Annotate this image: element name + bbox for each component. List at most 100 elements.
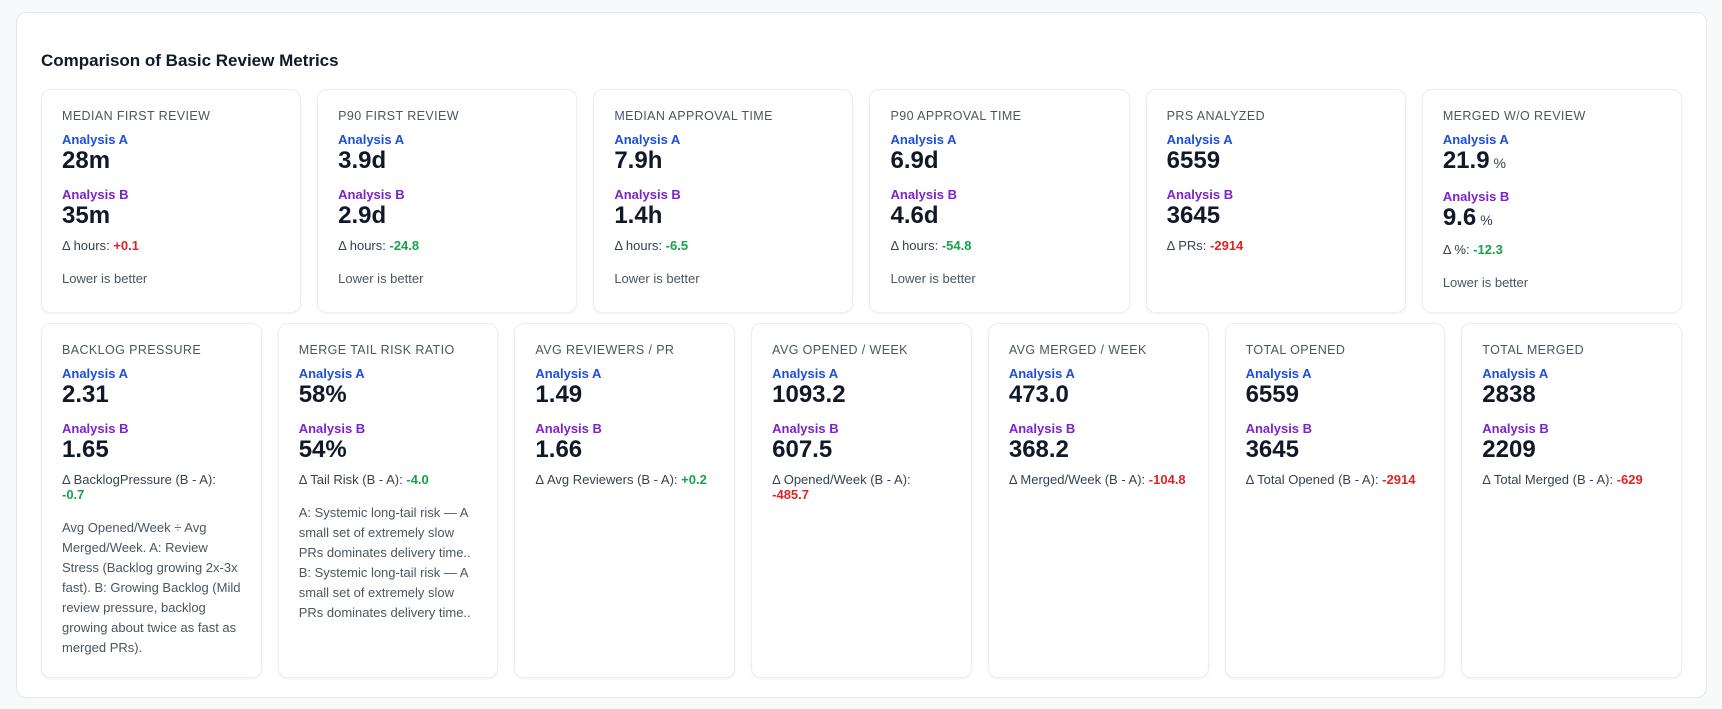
metric-label: TOTAL OPENED [1245, 343, 1346, 357]
analysis-b-label: Analysis B [1008, 421, 1076, 436]
delta-row: Δ BacklogPressure (B - A): -0.7 [62, 472, 241, 502]
metric-card: TOTAL MERGED Analysis A 2838 Analysis B 2209… [1461, 323, 1682, 678]
metric-label: PRS ANALYZED [1166, 109, 1266, 123]
analysis-b-label: Analysis B [1442, 189, 1510, 204]
analysis-a-value: 28m [62, 147, 280, 175]
value-text: 54% [298, 436, 347, 463]
analysis-a-value: 6559 [1246, 381, 1425, 409]
metric-label: AVG OPENED / WEEK [772, 343, 908, 357]
delta-value: +0.1 [113, 238, 140, 253]
metric-card: MEDIAN FIRST REVIEW Analysis A 28m Analysis… [41, 89, 302, 313]
value-text: 35m [62, 202, 111, 229]
analysis-a-label: Analysis A [62, 132, 128, 147]
analysis-a-label: Analysis A [1245, 366, 1312, 381]
value-text: 2838 [1482, 381, 1536, 408]
delta-row: Δ Tail Risk (B - A): -4.0 [299, 472, 478, 487]
analysis-a-value: 473.0 [1009, 381, 1188, 409]
value-text: 4.6d [890, 202, 939, 229]
analysis-b-value: 3645 [1167, 202, 1385, 230]
panel: Comparison of Basic Review Metrics MEDIA… [16, 12, 1707, 698]
metric-card: MEDIAN APPROVAL TIME Analysis A 7.9h Analys… [593, 89, 854, 313]
delta-row: Δ hours: -54.8 [890, 238, 1108, 253]
delta-row: Δ Avg Reviewers (B - A): +0.2 [535, 472, 714, 487]
delta-label: Δ PRs: [1166, 238, 1207, 253]
analysis-a-label: Analysis A [890, 132, 957, 147]
delta-value: +0.2 [681, 472, 707, 487]
metric-note: Lower is better [1442, 275, 1529, 290]
analysis-a-value: 1093.2 [772, 381, 951, 409]
metric-note: Lower is better [614, 271, 700, 286]
analysis-b-value: 607.5 [772, 436, 951, 464]
analysis-a-label: Analysis A [614, 132, 681, 147]
value-unit: % [1480, 212, 1493, 228]
analysis-b-label: Analysis B [1482, 421, 1549, 436]
delta-value: -4.0 [406, 472, 429, 487]
value-text: 1.49 [535, 381, 583, 408]
analysis-a-label: Analysis A [1008, 366, 1075, 381]
analysis-a-value: 2838 [1482, 381, 1661, 409]
value-text: 3645 [1245, 436, 1299, 463]
analysis-b-label: Analysis B [1166, 187, 1234, 202]
analysis-b-value: 9.6% [1443, 204, 1661, 234]
analysis-a-value: 21.9% [1443, 147, 1661, 177]
analysis-b-label: Analysis B [338, 187, 405, 202]
analysis-b-value: 1.4h [614, 202, 832, 230]
metric-row: BACKLOG PRESSURE Analysis A 2.31 Analysis B… [41, 323, 1682, 678]
value-text: 2.31 [62, 381, 109, 408]
delta-row: Δ hours: +0.1 [62, 238, 280, 253]
analysis-a-label: Analysis A [62, 366, 128, 381]
value-text: 1093.2 [772, 381, 846, 408]
metric-card: AVG OPENED / WEEK Analysis A 1093.2 Analysi… [751, 323, 972, 678]
value-text: 2209 [1482, 436, 1536, 463]
delta-label: Δ %: [1442, 242, 1470, 257]
value-text: 1.65 [62, 436, 109, 463]
delta-label: Δ Total Opened (B - A): [1245, 472, 1379, 487]
value-text: 6559 [1166, 147, 1221, 174]
value-text: 28m [62, 147, 111, 174]
metric-label: TOTAL MERGED [1482, 343, 1585, 357]
metric-label: MERGE TAIL RISK RATIO [298, 343, 455, 357]
value-text: 1.66 [535, 436, 583, 463]
metric-card: P90 APPROVAL TIME Analysis A 6.9d Analysis … [869, 89, 1130, 313]
metric-label: MERGED W/O REVIEW [1442, 109, 1586, 123]
metric-card: PRS ANALYZED Analysis A 6559 Analysis B 3645… [1145, 89, 1406, 313]
value-text: 9.6 [1442, 204, 1477, 231]
metric-card: P90 FIRST REVIEW Analysis A 3.9d Analysis B… [317, 89, 578, 313]
analysis-b-value: 4.6d [890, 202, 1108, 230]
value-unit: % [1493, 155, 1506, 171]
analysis-b-label: Analysis B [1245, 421, 1313, 436]
delta-label: Δ hours: [62, 238, 110, 253]
metric-label: BACKLOG PRESSURE [62, 343, 202, 357]
analysis-a-value: 7.9h [614, 147, 832, 175]
analysis-b-label: Analysis B [890, 187, 957, 202]
metric-card: AVG REVIEWERS / PR Analysis A 1.49 Analysis… [514, 323, 736, 678]
value-text: 6559 [1245, 381, 1299, 408]
analysis-a-value: 6559 [1167, 147, 1385, 175]
analysis-b-label: Analysis B [772, 421, 839, 436]
value-text: 21.9 [1442, 147, 1490, 174]
metric-label: AVG REVIEWERS / PR [535, 343, 675, 357]
value-text: 7.9h [614, 147, 663, 174]
value-text: 2.9d [338, 202, 387, 229]
analysis-b-value: 54% [299, 436, 478, 464]
delta-row: Δ hours: -6.5 [614, 238, 832, 253]
delta-value: -54.8 [941, 238, 972, 253]
analysis-a-label: Analysis A [1442, 132, 1509, 147]
value-text: 6.9d [890, 147, 939, 174]
delta-label: Δ Opened/Week (B - A): [772, 472, 911, 487]
analysis-a-value: 58% [299, 381, 478, 409]
metric-card: TOTAL OPENED Analysis A 6559 Analysis B 3645… [1224, 323, 1446, 678]
delta-value: -104.8 [1148, 472, 1186, 487]
analysis-a-value: 2.31 [62, 381, 241, 409]
analysis-a-label: Analysis A [535, 366, 602, 381]
analysis-a-value: 6.9d [890, 147, 1108, 175]
delta-row: Δ hours: -24.8 [338, 238, 556, 253]
delta-value: -485.7 [772, 487, 810, 502]
analysis-b-value: 1.65 [62, 436, 241, 464]
delta-value: -0.7 [62, 487, 85, 502]
delta-row: Δ Total Opened (B - A): -2914 [1246, 472, 1425, 487]
panel-title: Comparison of Basic Review Metrics [41, 51, 339, 70]
delta-row: Δ PRs: -2914 [1167, 238, 1385, 253]
analysis-b-label: Analysis B [535, 421, 602, 436]
